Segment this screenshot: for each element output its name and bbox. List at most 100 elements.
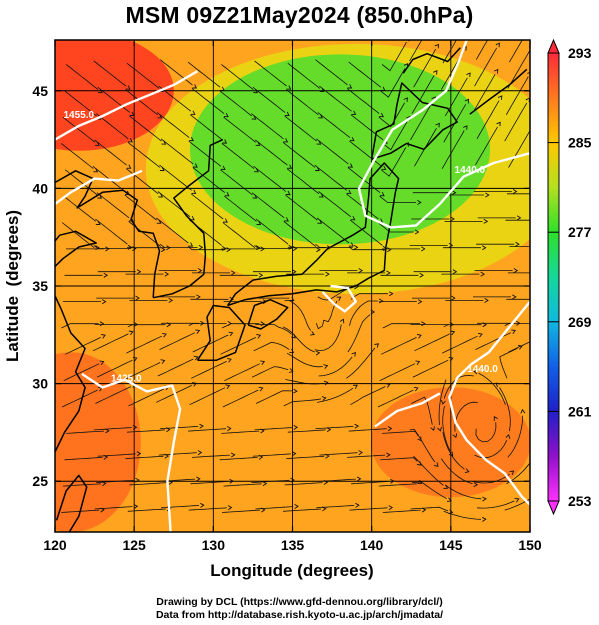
streamline (159, 332, 196, 350)
streamline-arrow (318, 193, 324, 198)
streamline (97, 86, 131, 113)
streamline (318, 356, 353, 377)
streamline-arrow (512, 294, 517, 300)
streamline (347, 454, 386, 458)
streamline (346, 347, 376, 379)
streamline (504, 323, 530, 326)
streamline-arrow (325, 271, 330, 277)
streamline (441, 130, 465, 169)
streamline (411, 396, 433, 425)
streamline (507, 50, 530, 89)
streamline-arrow (125, 85, 131, 90)
streamline-arrow (481, 245, 487, 251)
streamline (192, 167, 226, 193)
streamline (127, 324, 166, 328)
streamline-arrow (287, 164, 293, 169)
streamline-arrow (388, 505, 394, 511)
x-tick-label: 125 (122, 537, 146, 553)
streamline-arrow (136, 451, 142, 457)
coastline-8 (55, 295, 86, 453)
streamline (284, 482, 323, 486)
streamline-arrow (196, 476, 201, 482)
x-tick-label: 120 (43, 537, 67, 553)
streamline (66, 430, 105, 434)
streamline-arrow (128, 217, 134, 222)
streamline-arrow (353, 244, 359, 250)
streamline-arrow (354, 423, 360, 429)
streamline-arrow (339, 318, 345, 324)
streamline-arrow (535, 450, 539, 454)
streamline (126, 429, 166, 433)
streamline-arrow (385, 383, 391, 388)
streamline (254, 245, 292, 249)
streamline-arrow (494, 68, 499, 74)
streamline (223, 483, 262, 487)
footer-credit-dcl: Drawing by DCL (https://www.gfd-dennou.o… (156, 596, 443, 608)
streamline (411, 481, 447, 499)
streamline-arrow (382, 246, 388, 251)
streamline (317, 286, 354, 301)
streamline-arrow (433, 462, 439, 467)
streamline (161, 505, 200, 509)
streamline-arrow (323, 380, 329, 386)
streamline (251, 113, 284, 140)
streamline-arrow (200, 502, 205, 508)
streamline-arrow (258, 386, 264, 392)
streamline-arrow (189, 215, 195, 221)
colorbar-tick-label: 261 (568, 403, 592, 419)
streamline-arrow (294, 504, 299, 509)
streamline (189, 219, 222, 246)
streamline-arrow (227, 358, 232, 363)
streamline-arrow (285, 190, 291, 196)
streamline (158, 452, 197, 456)
colorbar-tick-label: 285 (568, 135, 592, 151)
streamline-arrow (358, 450, 363, 456)
colorbar-tick-label: 253 (568, 493, 592, 509)
streamline (411, 75, 435, 114)
streamline-arrow (284, 217, 289, 222)
streamline (222, 389, 259, 408)
y-tick-label: 45 (32, 83, 48, 99)
streamline-arrow (136, 269, 142, 275)
streamline-arrow (227, 505, 233, 511)
streamline-arrow (356, 476, 362, 482)
streamline (61, 222, 95, 249)
streamline-arrow (93, 167, 99, 173)
streamline (126, 168, 159, 195)
streamline-arrow (288, 244, 293, 250)
streamline-arrow (480, 271, 485, 277)
streamline (444, 77, 468, 117)
streamline (191, 88, 225, 114)
streamline-arrow (505, 433, 511, 439)
streamline-arrow (464, 98, 470, 104)
colorbar-top-arrow (547, 38, 560, 54)
x-tick-label: 135 (281, 537, 305, 553)
streamline-arrow (262, 299, 268, 305)
streamline-arrow (94, 141, 100, 146)
streamline (255, 218, 289, 245)
streamline-arrow (226, 426, 232, 432)
streamline (438, 379, 447, 426)
streamline-arrow (95, 220, 101, 225)
streamline-arrow (157, 114, 163, 119)
streamline-arrow (430, 426, 435, 432)
streamline-arrow (350, 215, 356, 221)
streamline-arrow (413, 386, 419, 392)
streamline (317, 112, 351, 138)
streamline-arrow (544, 321, 547, 325)
streamline-arrow (291, 451, 297, 457)
streamline (157, 358, 194, 377)
streamline-arrow (321, 396, 327, 401)
streamline (65, 337, 101, 355)
streamline (413, 48, 437, 88)
streamline (499, 387, 511, 432)
streamline (187, 61, 221, 88)
streamline-arrow (485, 192, 490, 198)
streamline (380, 147, 407, 177)
streamline-arrow (473, 482, 479, 488)
streamline (315, 243, 353, 248)
streamline-arrow (223, 112, 229, 118)
streamline (219, 90, 252, 117)
contour-label-2: 1440.0 (455, 165, 486, 176)
streamline-arrow (315, 350, 321, 356)
